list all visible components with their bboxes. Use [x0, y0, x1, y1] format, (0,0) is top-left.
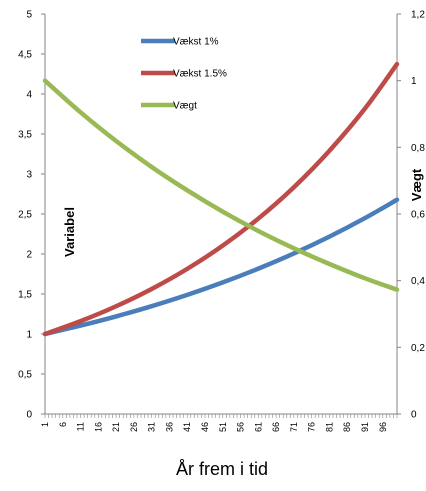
y-tick-label: 3,5	[18, 130, 32, 141]
y-axis-title: Variabel	[62, 207, 77, 257]
y-tick-label: 4,5	[18, 50, 32, 61]
x-tick-label: 86	[342, 422, 352, 432]
x-tick-label: 91	[360, 422, 370, 432]
x-tick-label: 46	[200, 422, 210, 432]
axes-group	[41, 13, 401, 418]
y2-tick-label: 1	[411, 76, 417, 87]
x-tick-label: 96	[378, 422, 388, 432]
series-line-1	[42, 197, 400, 337]
y-tick-label: 0,5	[18, 370, 32, 381]
x-axis-title: År frem i tid	[176, 459, 268, 479]
series-line-2	[42, 61, 400, 337]
x-tick-label: 71	[289, 422, 299, 432]
y2-tick-label: 0,8	[411, 143, 425, 154]
x-tick-label: 16	[93, 422, 103, 432]
y2-tick-label: 0	[411, 410, 417, 421]
y2-tick-label: 1,2	[411, 10, 425, 21]
y2-axis-title: Vægt	[409, 168, 424, 201]
series-line-3	[42, 78, 400, 292]
x-tick-label: 56	[236, 422, 246, 432]
x-tick-label: 76	[307, 422, 317, 432]
x-tick-label: 6	[58, 422, 68, 427]
x-tick-label: 66	[271, 422, 281, 432]
y-tick-label: 2,5	[18, 210, 32, 221]
y2-tick-label: 0,6	[411, 210, 425, 221]
y-tick-label: 0	[26, 410, 32, 421]
legend-label: Vækst 1.5%	[173, 69, 227, 80]
x-tick-label: 21	[111, 422, 121, 432]
x-tick-label: 36	[164, 422, 174, 432]
legend-label: Vægt	[173, 101, 197, 112]
y-tick-label: 3	[26, 170, 32, 181]
x-tick-label: 81	[324, 422, 334, 432]
legend-label: Vækst 1%	[173, 37, 219, 48]
y-tick-label: 4	[26, 90, 32, 101]
x-tick-label: 31	[147, 422, 157, 432]
x-tick-label: 26	[129, 422, 139, 432]
y-tick-label: 1,5	[18, 290, 32, 301]
x-tick-label: 41	[182, 422, 192, 432]
x-tick-label: 61	[253, 422, 263, 432]
x-tick-label: 51	[218, 422, 228, 432]
y2-tick-label: 0,4	[411, 276, 425, 287]
series-group	[42, 61, 400, 337]
y2-tick-label: 0,2	[411, 343, 425, 354]
y-tick-label: 2	[26, 250, 32, 261]
legend-group: Vækst 1% Vækst 1.5% Vægt	[141, 37, 227, 112]
y-tick-label: 5	[26, 10, 32, 21]
y-tick-label: 1	[26, 330, 32, 341]
x-tick-label: 11	[76, 422, 86, 431]
x-tick-label: 1	[40, 422, 50, 427]
